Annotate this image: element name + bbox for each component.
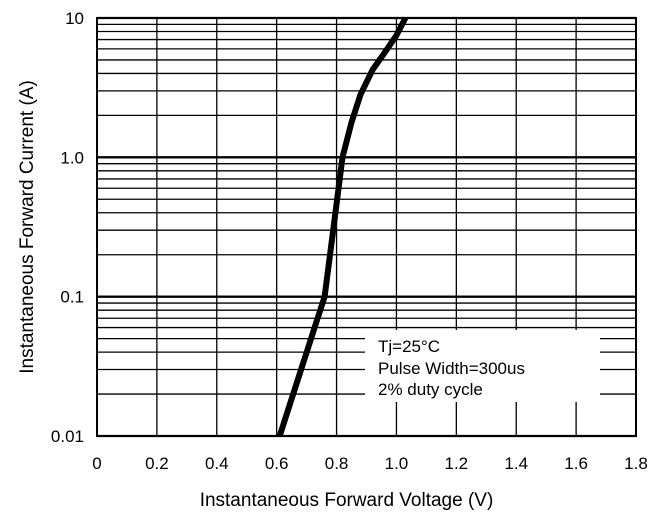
x-tick-label: 1.6 — [564, 454, 588, 473]
forward-current-curve — [276, 16, 409, 437]
x-axis-title: Instantaneous Forward Voltage (V) — [200, 490, 494, 511]
x-tick-label: 0.8 — [325, 454, 349, 473]
y-tick-label: 0.1 — [60, 288, 84, 307]
y-tick-label: 1.0 — [60, 148, 84, 167]
plot-frame — [96, 17, 637, 437]
curve-layer — [276, 16, 409, 437]
condition-temperature: Tj=25°C — [378, 337, 440, 356]
x-tick-label: 0.4 — [205, 454, 229, 473]
x-tick-label: 1.4 — [504, 454, 528, 473]
x-tick-label: 1.8 — [624, 454, 648, 473]
condition-duty-cycle: 2% duty cycle — [378, 380, 483, 399]
y-tick-label: 10 — [65, 9, 84, 28]
x-tick-label: 1.0 — [385, 454, 409, 473]
conditions-box: Tj=25°C Pulse Width=300us 2% duty cycle — [365, 330, 600, 402]
x-tick-label: 1.2 — [445, 454, 469, 473]
x-tick-label: 0 — [92, 454, 101, 473]
condition-pulse-width: Pulse Width=300us — [378, 359, 525, 378]
tick-labels: 0 0.2 0.4 0.6 0.8 1.0 1.2 1.4 1.6 1.8 0.01 0.1 1.0 10 — [51, 9, 648, 473]
conditions-box-background — [365, 330, 600, 402]
y-axis-title: Instantaneous Forward Current (A) — [17, 80, 38, 374]
x-tick-label: 0.2 — [145, 454, 169, 473]
x-tick-label: 0.6 — [265, 454, 289, 473]
y-tick-label: 0.01 — [51, 427, 84, 446]
